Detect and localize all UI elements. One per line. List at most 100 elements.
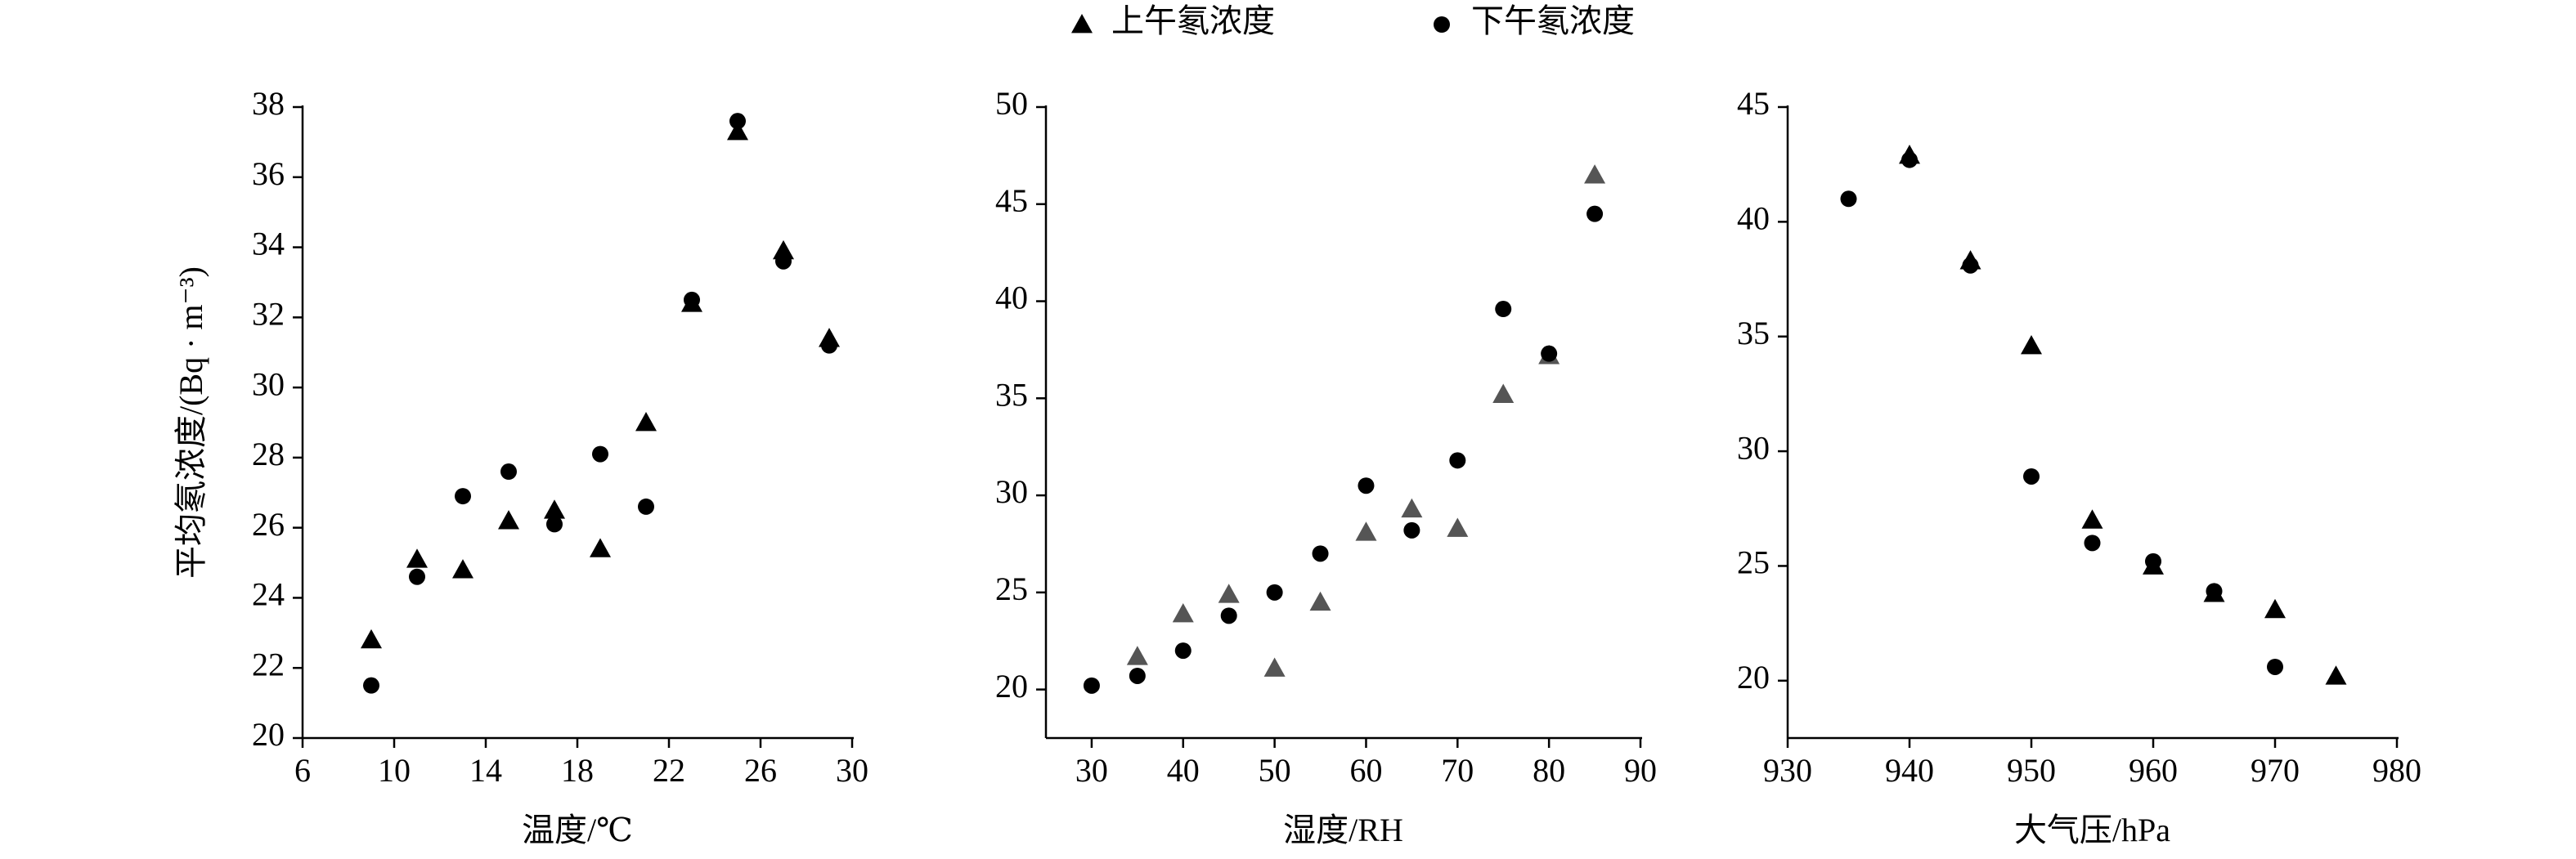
point [1172,602,1194,623]
point [406,548,428,568]
x-axis-label: 大气压/hPa [2014,812,2170,848]
x-tick-label: 10 [378,752,411,789]
y-tick-label: 34 [252,226,285,262]
y-tick-label: 50 [995,85,1028,122]
x-tick-label: 30 [1075,752,1108,789]
x-axis-label: 湿度/RH [1283,812,1403,848]
y-tick-label: 30 [1737,429,1770,466]
point [1962,257,1979,274]
x-tick-label: 930 [1763,752,1812,789]
y-tick-label: 45 [995,182,1028,219]
point [498,510,519,530]
point [452,559,473,579]
point [590,538,611,557]
point [1220,607,1237,624]
x-tick-label: 6 [294,752,311,789]
y-tick-label: 35 [1737,315,1770,351]
legend-marker [1071,14,1093,34]
y-tick-label: 40 [1737,200,1770,237]
y-tick-label: 25 [1737,544,1770,581]
y-tick-label: 30 [995,473,1028,510]
legend-label: 下午氡浓度 [1471,2,1635,39]
point [592,445,608,463]
y-tick-label: 32 [252,296,285,333]
point [2023,468,2040,485]
y-tick-label: 20 [1737,659,1770,696]
point [1840,190,1857,208]
point [1218,584,1240,603]
point [2325,665,2347,685]
x-tick-label: 960 [2129,752,2178,789]
point [684,291,700,308]
y-tick-label: 38 [252,85,285,122]
x-tick-label: 26 [744,752,777,789]
point [729,113,746,130]
y-tick-label: 36 [252,155,285,192]
point [1403,521,1420,539]
point [1584,164,1606,184]
point [2264,598,2286,619]
y-tick-label: 30 [252,365,285,402]
x-tick-label: 40 [1167,752,1200,789]
x-tick-label: 970 [2251,752,2300,789]
y-tick-label: 40 [995,280,1028,316]
y-tick-label: 24 [252,576,285,613]
y-tick-label: 20 [252,716,285,753]
point [2081,509,2103,529]
y-axis-label: 平均氡浓度/(Bq · m⁻³) [173,266,209,579]
y-tick-label: 22 [252,646,285,682]
y-tick-label: 28 [252,436,285,472]
point [2021,334,2042,355]
point [1586,205,1604,222]
point [1174,642,1192,660]
point [1263,657,1286,677]
y-tick-label: 20 [995,668,1028,705]
point [1355,521,1377,541]
point [1901,151,1918,168]
x-tick-label: 70 [1441,752,1474,789]
point [1447,517,1469,537]
point [544,499,565,519]
point [1449,452,1466,469]
point [455,488,471,505]
point [1495,301,1512,318]
point [500,463,517,481]
point [2145,553,2161,570]
point [1083,677,1100,694]
point [1266,584,1283,601]
point [1541,345,1558,362]
legend-label: 上午氡浓度 [1111,2,1275,39]
x-tick-label: 60 [1349,752,1382,789]
point [1126,646,1148,665]
point [1358,477,1375,494]
x-tick-label: 90 [1624,752,1657,789]
point [1312,545,1329,562]
point [363,677,379,694]
x-axis-label: 温度/℃ [522,812,633,848]
point [1309,591,1331,611]
point [821,337,837,354]
y-tick-label: 35 [995,376,1028,413]
point [546,516,563,533]
x-tick-label: 950 [2007,752,2056,789]
point [409,568,425,585]
point [2267,658,2283,675]
point [1492,383,1515,403]
point [773,239,794,260]
x-tick-label: 80 [1533,752,1565,789]
y-tick-label: 26 [252,506,285,543]
point [2206,583,2223,600]
x-tick-label: 30 [836,752,868,789]
point [1129,667,1146,684]
point [727,121,748,141]
y-tick-label: 45 [1737,85,1770,122]
point [775,253,792,270]
x-tick-label: 18 [561,752,594,789]
point [1401,498,1423,518]
legend-marker [1434,16,1450,33]
x-tick-label: 50 [1259,752,1291,789]
x-tick-label: 940 [1885,752,1934,789]
point [635,412,657,432]
x-tick-label: 980 [2372,752,2421,789]
